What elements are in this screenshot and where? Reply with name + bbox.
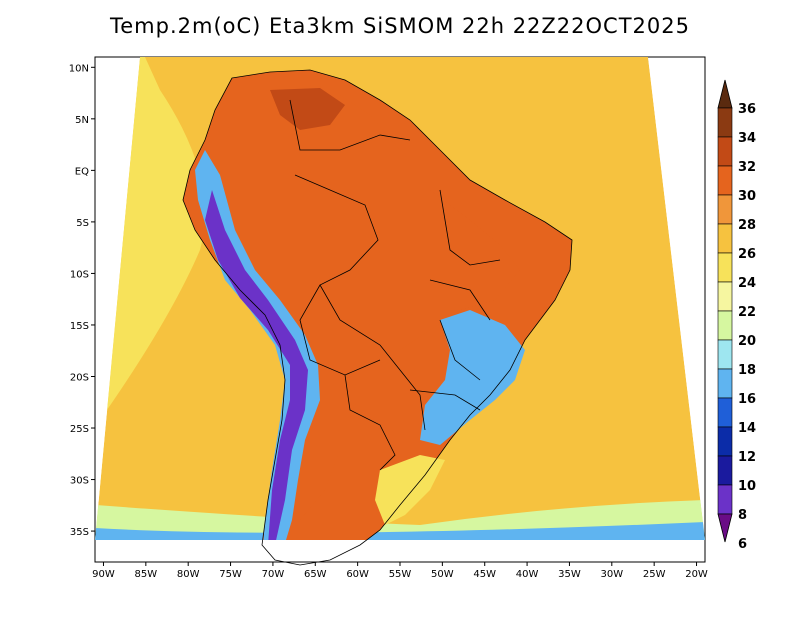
- brazilian-highlands-cool: [420, 310, 525, 445]
- colorbar-segment: [717, 136, 733, 167]
- colorbar-bottom-arrow: [717, 513, 733, 543]
- colorbar-label: 8: [738, 508, 747, 523]
- lon-tick-label: 55W: [389, 569, 412, 580]
- colorbar: 36 34 32 30 28 26 24 22 20 18 16 14 12 10 8 6: [717, 79, 756, 552]
- colorbar-segment: [717, 484, 733, 515]
- latitude-axis: 10N 5N EQ 5S 10S 15S 20S 25S 30S 35S: [69, 63, 95, 538]
- longitude-axis: 90W 85W 80W 75W 70W 65W 60W 55W 50W 45W 40W 35W 30W 2…: [92, 562, 708, 580]
- colorbar-label: 14: [738, 421, 756, 436]
- southern-ocean-cold-band: [95, 522, 705, 540]
- colorbar-label: 12: [738, 450, 756, 465]
- southern-brazil-mild: [375, 455, 445, 525]
- border-bolivia: [299, 284, 381, 376]
- colorbar-label: 16: [738, 392, 756, 407]
- lon-tick-label: 30W: [600, 569, 623, 580]
- colorbar-segment: [717, 426, 733, 457]
- colorbar-label: 30: [738, 189, 756, 204]
- colorbar-label: 6: [738, 537, 747, 552]
- pacific-mid-field: [100, 57, 205, 480]
- colorbar-segment: [717, 223, 733, 254]
- lat-tick-label: 5S: [76, 218, 89, 229]
- lat-tick-label: 10N: [69, 63, 89, 74]
- lon-tick-label: 75W: [219, 569, 242, 580]
- temperature-field: [95, 57, 705, 540]
- colorbar-segment: [717, 252, 733, 283]
- very-hot-region: [270, 88, 345, 130]
- lat-tick-label: 25S: [70, 424, 89, 435]
- lat-tick-label: EQ: [75, 166, 89, 177]
- lon-tick-label: 35W: [558, 569, 581, 580]
- coastline: [182, 69, 573, 566]
- colorbar-label: 36: [738, 102, 756, 117]
- lat-tick-label: 15S: [70, 321, 89, 332]
- colorbar-segment: [717, 339, 733, 370]
- colorbar-segment: [717, 368, 733, 399]
- colorbar-top-arrow: [717, 79, 733, 109]
- lon-tick-label: 60W: [346, 569, 369, 580]
- colorbar-label: 34: [738, 131, 756, 146]
- colorbar-segment: [717, 194, 733, 225]
- border-argentina: [344, 374, 396, 471]
- lon-tick-label: 85W: [135, 569, 158, 580]
- lat-tick-label: 20S: [70, 372, 89, 383]
- colorbar-label: 18: [738, 363, 756, 378]
- colorbar-segment: [717, 310, 733, 341]
- colorbar-label: 10: [738, 479, 756, 494]
- colorbar-segment: [717, 397, 733, 428]
- lon-tick-label: 70W: [262, 569, 285, 580]
- lon-tick-label: 45W: [473, 569, 496, 580]
- colorbar-segment: [717, 455, 733, 486]
- interior-hot-region: [215, 82, 520, 520]
- coastlines-borders: [182, 69, 573, 566]
- lon-tick-label: 65W: [304, 569, 327, 580]
- colorbar-label: 20: [738, 334, 756, 349]
- lon-tick-label: 20W: [685, 569, 708, 580]
- colorbar-label: 22: [738, 305, 756, 320]
- lon-tick-label: 25W: [643, 569, 666, 580]
- colorbar-segment: [717, 281, 733, 312]
- lat-tick-label: 10S: [70, 269, 89, 280]
- lat-tick-label: 35S: [70, 527, 89, 538]
- lon-tick-label: 90W: [92, 569, 115, 580]
- lon-tick-label: 40W: [516, 569, 539, 580]
- border-northern: [289, 99, 411, 151]
- colorbar-segment: [717, 107, 733, 138]
- lat-tick-label: 5N: [75, 115, 89, 126]
- colorbar-label: 32: [738, 160, 756, 175]
- lat-tick-label: 30S: [70, 476, 89, 487]
- lon-tick-label: 50W: [431, 569, 454, 580]
- lon-tick-label: 80W: [177, 569, 200, 580]
- colorbar-label: 28: [738, 218, 756, 233]
- border-states: [409, 189, 501, 411]
- map-title: Temp.2m(oC) Eta3km SiSMOM 22h 22Z22OCT20…: [110, 14, 690, 38]
- colorbar-segment: [717, 165, 733, 196]
- colorbar-label: 24: [738, 276, 756, 291]
- colorbar-label: 26: [738, 247, 756, 262]
